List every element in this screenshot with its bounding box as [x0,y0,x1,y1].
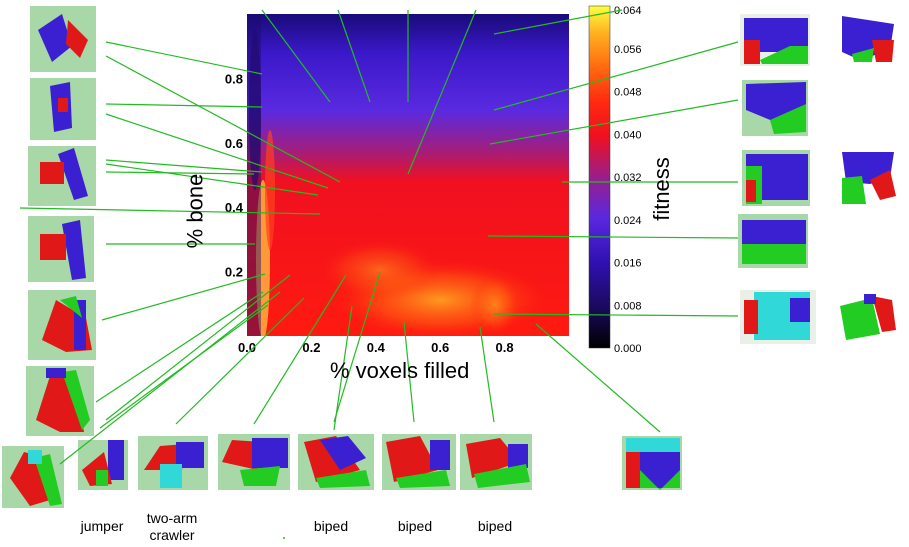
robot-thumbnail [836,14,896,64]
caption-two-arm-crawler: two-arm crawler [146,510,198,543]
y-axis-label: % bone [182,173,208,249]
robot-thumbnail [740,290,816,344]
x-tick-label: 0.0 [238,340,256,355]
colorbar-tick-label: 0.000 [614,343,642,355]
stray-mark [283,537,285,539]
caption-biped-3: biped [477,518,513,534]
robot-thumbnail [738,214,808,268]
robot-thumbnail [28,216,94,282]
y-tick-label: 0.8 [225,71,243,86]
robot-thumbnail [28,146,96,206]
colorbar-tick-label: 0.008 [614,300,642,312]
pointer-lines [19,9,739,465]
y-axis-ticks: 0.2 0.4 0.6 0.8 [225,71,244,279]
colorbar [588,5,611,349]
robot-thumbnail [742,150,810,206]
colorbar-tick-label: 0.032 [614,172,642,184]
y-tick-label: 0.4 [225,200,244,215]
colorbar-ticks: 0.000 0.008 0.016 0.024 0.032 0.040 0.048 0.056… [614,5,642,355]
robot-thumbnail [622,436,682,490]
robot-thumbnail [28,290,96,360]
colorbar-tick-label: 0.016 [614,258,642,270]
robot-thumbnail [460,434,532,490]
robot-thumbnail [742,80,808,136]
colorbar-tick-label: 0.024 [614,215,642,227]
x-axis-ticks: 0.0 0.2 0.4 0.6 0.8 [238,340,514,355]
x-tick-label: 0.2 [302,340,320,355]
robot-thumbnail [298,434,374,490]
colorbar-tick-label: 0.040 [614,129,642,141]
colorbar-tick-label: 0.056 [614,44,642,56]
robot-thumbnail [138,436,208,490]
robot-thumbnails [2,6,902,508]
x-axis-label: % voxels filled [330,358,470,383]
robot-thumbnail [836,292,902,342]
colorbar-tick-label: 0.048 [614,87,642,99]
robot-thumbnail [740,14,810,66]
robot-thumbnail [30,6,96,72]
caption-biped-2: biped [397,518,433,534]
robot-thumbnail [218,434,290,490]
robot-thumbnail [78,440,128,490]
colorbar-tick-label: 0.064 [614,5,642,17]
caption-biped-1: biped [313,518,349,534]
x-tick-label: 0.4 [367,340,386,355]
y-tick-label: 0.2 [225,265,243,280]
x-tick-label: 0.6 [431,340,449,355]
x-tick-label: 0.8 [496,340,514,355]
robot-thumbnail [2,446,64,508]
robot-thumbnail [30,78,96,140]
y-tick-label: 0.6 [225,136,243,151]
robot-thumbnail [382,434,456,490]
robot-thumbnail [26,366,94,436]
colorbar-label: fitness [648,157,674,221]
caption-jumper: jumper [80,518,124,534]
robot-thumbnail [840,150,896,204]
